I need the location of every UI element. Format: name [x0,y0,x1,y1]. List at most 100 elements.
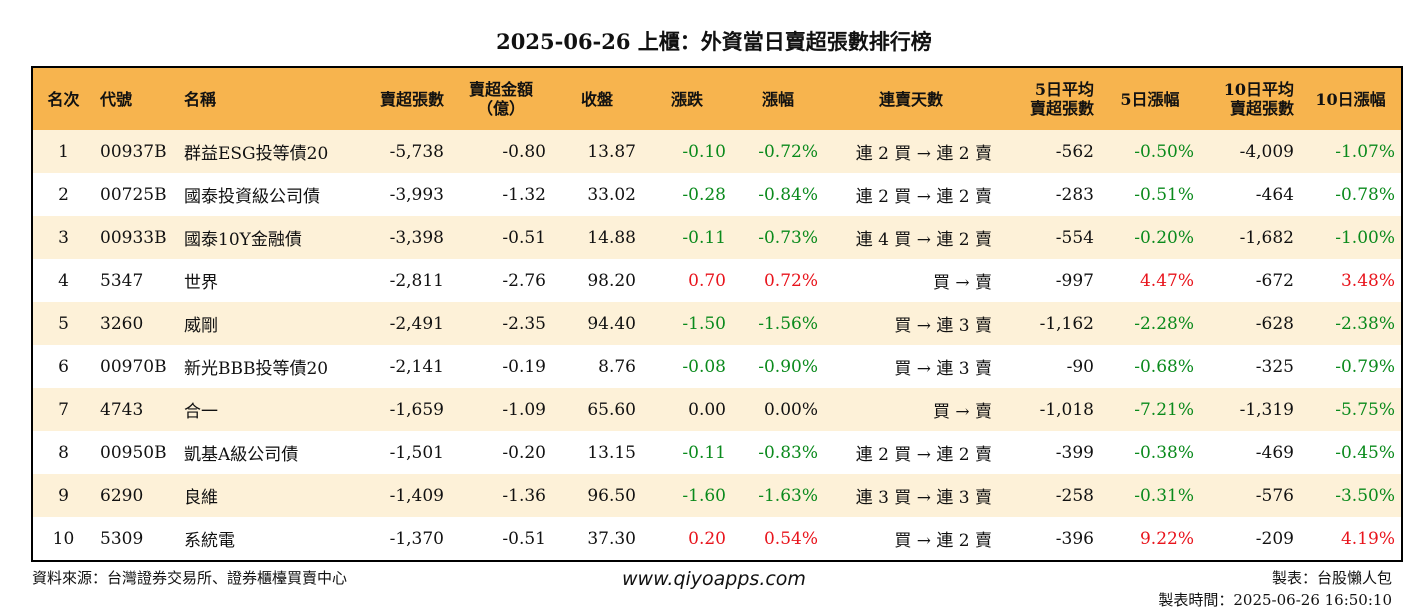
cell-rank: 5 [32,302,94,345]
cell-code: 4743 [94,388,178,431]
col-header-pct5: 5日漲幅 [1100,67,1200,130]
cell-close: 98.20 [552,259,642,302]
table-row: 7 4743 合一 -1,659 -1.09 65.60 0.00 0.00% 買 → 賣 -1,… [32,388,1402,431]
cell-code: 00933B [94,216,178,259]
cell-streak: 連 2 買 → 連 2 賣 [824,130,998,173]
cell-avg5-sell: -997 [998,259,1100,302]
cell-code: 5347 [94,259,178,302]
cell-avg5-sell: -562 [998,130,1100,173]
cell-rank: 1 [32,130,94,173]
table-row: 6 00970B 新光BBB投等債20 -2,141 -0.19 8.76 -0.08 -0.… [32,345,1402,388]
cell-avg5-sell: -283 [998,173,1100,216]
cell-sell-amount: -0.80 [450,130,552,173]
cell-sell-amount: -1.32 [450,173,552,216]
cell-name: 國泰投資級公司債 [178,173,350,216]
cell-change: -1.50 [642,302,732,345]
cell-code: 00937B [94,130,178,173]
cell-rank: 8 [32,431,94,474]
cell-pct5: -7.21% [1100,388,1200,431]
cell-name: 系統電 [178,517,350,561]
cell-close: 96.50 [552,474,642,517]
cell-close: 13.87 [552,130,642,173]
cell-pct5: 4.47% [1100,259,1200,302]
cell-avg5-sell: -258 [998,474,1100,517]
cell-sell-amount: -1.09 [450,388,552,431]
cell-name: 國泰10Y金融債 [178,216,350,259]
cell-avg5-sell: -396 [998,517,1100,561]
cell-avg5-sell: -1,018 [998,388,1100,431]
cell-name: 良維 [178,474,350,517]
cell-pct10: -3.50% [1300,474,1402,517]
cell-rank: 2 [32,173,94,216]
cell-change: -0.10 [642,130,732,173]
cell-sell-volume: -2,141 [350,345,450,388]
cell-sell-amount: -0.19 [450,345,552,388]
cell-change-pct: -0.73% [732,216,824,259]
table-row: 4 5347 世界 -2,811 -2.76 98.20 0.70 0.72% 買 → 賣 -99… [32,259,1402,302]
cell-close: 65.60 [552,388,642,431]
table-row: 2 00725B 國泰投資級公司債 -3,993 -1.32 33.02 -0.28 -0.8… [32,173,1402,216]
cell-sell-amount: -2.76 [450,259,552,302]
cell-avg10-sell: -325 [1200,345,1300,388]
cell-rank: 3 [32,216,94,259]
cell-code: 00950B [94,431,178,474]
table-row: 8 00950B 凱基A級公司債 -1,501 -0.20 13.15 -0.11 -0.83… [32,431,1402,474]
cell-avg10-sell: -1,319 [1200,388,1300,431]
cell-avg10-sell: -1,682 [1200,216,1300,259]
cell-streak: 買 → 連 3 賣 [824,345,998,388]
cell-streak: 連 3 買 → 連 3 賣 [824,474,998,517]
cell-pct5: -0.31% [1100,474,1200,517]
cell-pct10: -5.75% [1300,388,1402,431]
col-header-sell-amount: 賣超金額 （億） [450,67,552,130]
cell-pct10: -0.45% [1300,431,1402,474]
cell-sell-volume: -1,370 [350,517,450,561]
cell-sell-volume: -2,491 [350,302,450,345]
cell-close: 13.15 [552,431,642,474]
cell-change-pct: -0.90% [732,345,824,388]
cell-change: -0.11 [642,216,732,259]
col-header-avg5-sell: 5日平均 賣超張數 [998,67,1100,130]
cell-name: 群益ESG投等債20 [178,130,350,173]
cell-close: 37.30 [552,517,642,561]
cell-change-pct: -0.84% [732,173,824,216]
cell-avg5-sell: -90 [998,345,1100,388]
col-header-rank: 名次 [32,67,94,130]
cell-pct10: 3.48% [1300,259,1402,302]
cell-sell-volume: -5,738 [350,130,450,173]
cell-sell-amount: -0.51 [450,216,552,259]
col-header-code: 代號 [94,67,178,130]
table-header: 名次 代號 名稱 賣超張數 賣超金額 （億） 收盤 漲跌 漲幅 連賣天數 5日平均 賣超張數 5日漲幅 1… [32,67,1402,130]
table-row: 5 3260 威剛 -2,491 -2.35 94.40 -1.50 -1.56% 買 → 連 … [32,302,1402,345]
cell-rank: 4 [32,259,94,302]
cell-pct5: -2.28% [1100,302,1200,345]
cell-sell-amount: -1.36 [450,474,552,517]
cell-name: 合一 [178,388,350,431]
cell-avg5-sell: -1,162 [998,302,1100,345]
table-row: 3 00933B 國泰10Y金融債 -3,398 -0.51 14.88 -0.11 -0.7… [32,216,1402,259]
cell-change-pct: -0.83% [732,431,824,474]
cell-streak: 買 → 賣 [824,388,998,431]
cell-sell-amount: -2.35 [450,302,552,345]
col-header-pct10: 10日漲幅 [1300,67,1402,130]
cell-change: -0.11 [642,431,732,474]
website-link[interactable]: www.qiyoapps.com [622,568,806,590]
cell-streak: 買 → 連 3 賣 [824,302,998,345]
cell-streak: 連 4 買 → 連 2 賣 [824,216,998,259]
col-header-sell-volume: 賣超張數 [350,67,450,130]
cell-change-pct: -1.56% [732,302,824,345]
cell-avg5-sell: -399 [998,431,1100,474]
cell-pct5: -0.51% [1100,173,1200,216]
cell-change: 0.00 [642,388,732,431]
cell-name: 凱基A級公司債 [178,431,350,474]
cell-close: 14.88 [552,216,642,259]
cell-change-pct: -1.63% [732,474,824,517]
cell-pct10: -2.38% [1300,302,1402,345]
cell-sell-volume: -1,409 [350,474,450,517]
cell-sell-amount: -0.51 [450,517,552,561]
cell-sell-volume: -3,398 [350,216,450,259]
table-row: 9 6290 良維 -1,409 -1.36 96.50 -1.60 -1.63% 連 3 買 … [32,474,1402,517]
cell-rank: 6 [32,345,94,388]
cell-pct5: -0.50% [1100,130,1200,173]
col-header-change: 漲跌 [642,67,732,130]
cell-avg10-sell: -672 [1200,259,1300,302]
